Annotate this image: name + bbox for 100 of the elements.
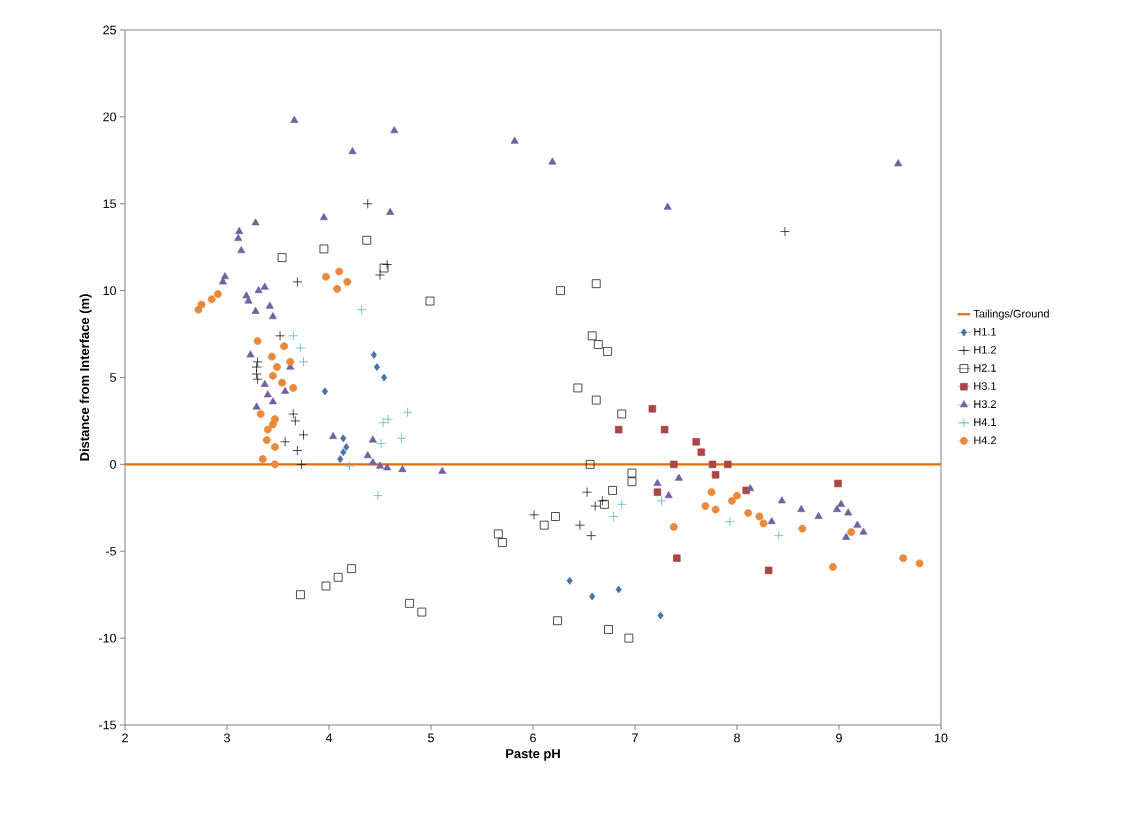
point bbox=[589, 592, 596, 601]
x-tick-label: 3 bbox=[224, 733, 230, 743]
point bbox=[674, 473, 683, 481]
point bbox=[746, 484, 755, 492]
point bbox=[379, 263, 389, 273]
y-tick-label: -5 bbox=[105, 546, 116, 556]
point bbox=[587, 331, 597, 341]
point bbox=[258, 455, 267, 464]
point bbox=[321, 387, 328, 396]
point bbox=[755, 512, 764, 521]
point bbox=[832, 505, 841, 512]
point bbox=[711, 505, 720, 514]
point bbox=[234, 233, 243, 241]
point bbox=[289, 383, 298, 392]
point bbox=[252, 402, 261, 410]
point bbox=[322, 272, 330, 281]
point bbox=[288, 330, 299, 341]
point bbox=[894, 159, 903, 167]
point bbox=[603, 347, 612, 356]
y-tick-label: 20 bbox=[103, 112, 117, 122]
point bbox=[281, 386, 290, 394]
point bbox=[344, 461, 355, 472]
x-tick-label: 8 bbox=[734, 733, 740, 743]
y-tick-label: 5 bbox=[110, 373, 116, 382]
point bbox=[277, 253, 287, 262]
point bbox=[268, 312, 277, 320]
point bbox=[842, 532, 851, 540]
point bbox=[252, 374, 263, 385]
point bbox=[847, 528, 856, 537]
point bbox=[368, 458, 377, 466]
point bbox=[744, 509, 753, 517]
point bbox=[362, 198, 373, 209]
point bbox=[708, 460, 717, 469]
point bbox=[585, 460, 595, 469]
point bbox=[548, 157, 557, 165]
point bbox=[405, 599, 414, 608]
point bbox=[280, 342, 289, 351]
point bbox=[373, 490, 383, 501]
point bbox=[493, 529, 503, 539]
y-tick-label: -15 bbox=[99, 720, 116, 730]
y-axis-title: Distance from Interface (m) bbox=[79, 294, 92, 461]
point bbox=[252, 356, 263, 367]
point bbox=[627, 468, 637, 478]
point bbox=[280, 436, 291, 447]
point bbox=[343, 278, 352, 286]
point bbox=[498, 538, 507, 547]
y-tick-label: 10 bbox=[103, 286, 117, 296]
point bbox=[373, 363, 380, 372]
point bbox=[268, 397, 277, 405]
point bbox=[673, 554, 681, 562]
point bbox=[381, 373, 388, 382]
point bbox=[390, 126, 399, 134]
point bbox=[670, 460, 678, 469]
point bbox=[573, 383, 583, 393]
x-tick-label: 5 bbox=[428, 733, 434, 743]
point bbox=[608, 511, 619, 522]
point bbox=[529, 509, 539, 520]
point bbox=[402, 407, 413, 418]
point bbox=[356, 304, 367, 315]
point bbox=[362, 235, 372, 245]
point bbox=[593, 340, 603, 349]
point bbox=[396, 433, 407, 444]
y-tick-label: -10 bbox=[99, 633, 117, 643]
point bbox=[376, 461, 384, 469]
point bbox=[273, 363, 281, 372]
point bbox=[759, 519, 768, 528]
point bbox=[859, 527, 868, 535]
point bbox=[288, 409, 299, 419]
point bbox=[268, 371, 277, 380]
point bbox=[669, 522, 678, 531]
point bbox=[773, 530, 784, 541]
point bbox=[347, 564, 356, 573]
point bbox=[539, 520, 549, 530]
point bbox=[278, 378, 287, 387]
point bbox=[235, 227, 244, 234]
point bbox=[343, 443, 350, 451]
point bbox=[608, 486, 617, 495]
point bbox=[378, 417, 388, 428]
point bbox=[764, 566, 773, 575]
point bbox=[828, 562, 837, 571]
point bbox=[814, 511, 823, 519]
point bbox=[653, 488, 662, 496]
point bbox=[333, 284, 342, 293]
point bbox=[551, 512, 560, 521]
point bbox=[692, 438, 700, 446]
x-tick-label: 9 bbox=[836, 733, 842, 743]
point bbox=[797, 505, 806, 512]
point bbox=[319, 213, 328, 221]
point bbox=[275, 330, 285, 341]
point bbox=[335, 267, 344, 276]
point bbox=[256, 410, 265, 418]
point bbox=[398, 465, 407, 473]
point bbox=[724, 516, 735, 527]
point bbox=[566, 576, 573, 585]
point bbox=[657, 611, 664, 620]
point bbox=[834, 479, 842, 488]
point bbox=[597, 495, 608, 506]
point bbox=[574, 520, 585, 531]
point bbox=[604, 625, 613, 634]
point bbox=[263, 390, 272, 398]
